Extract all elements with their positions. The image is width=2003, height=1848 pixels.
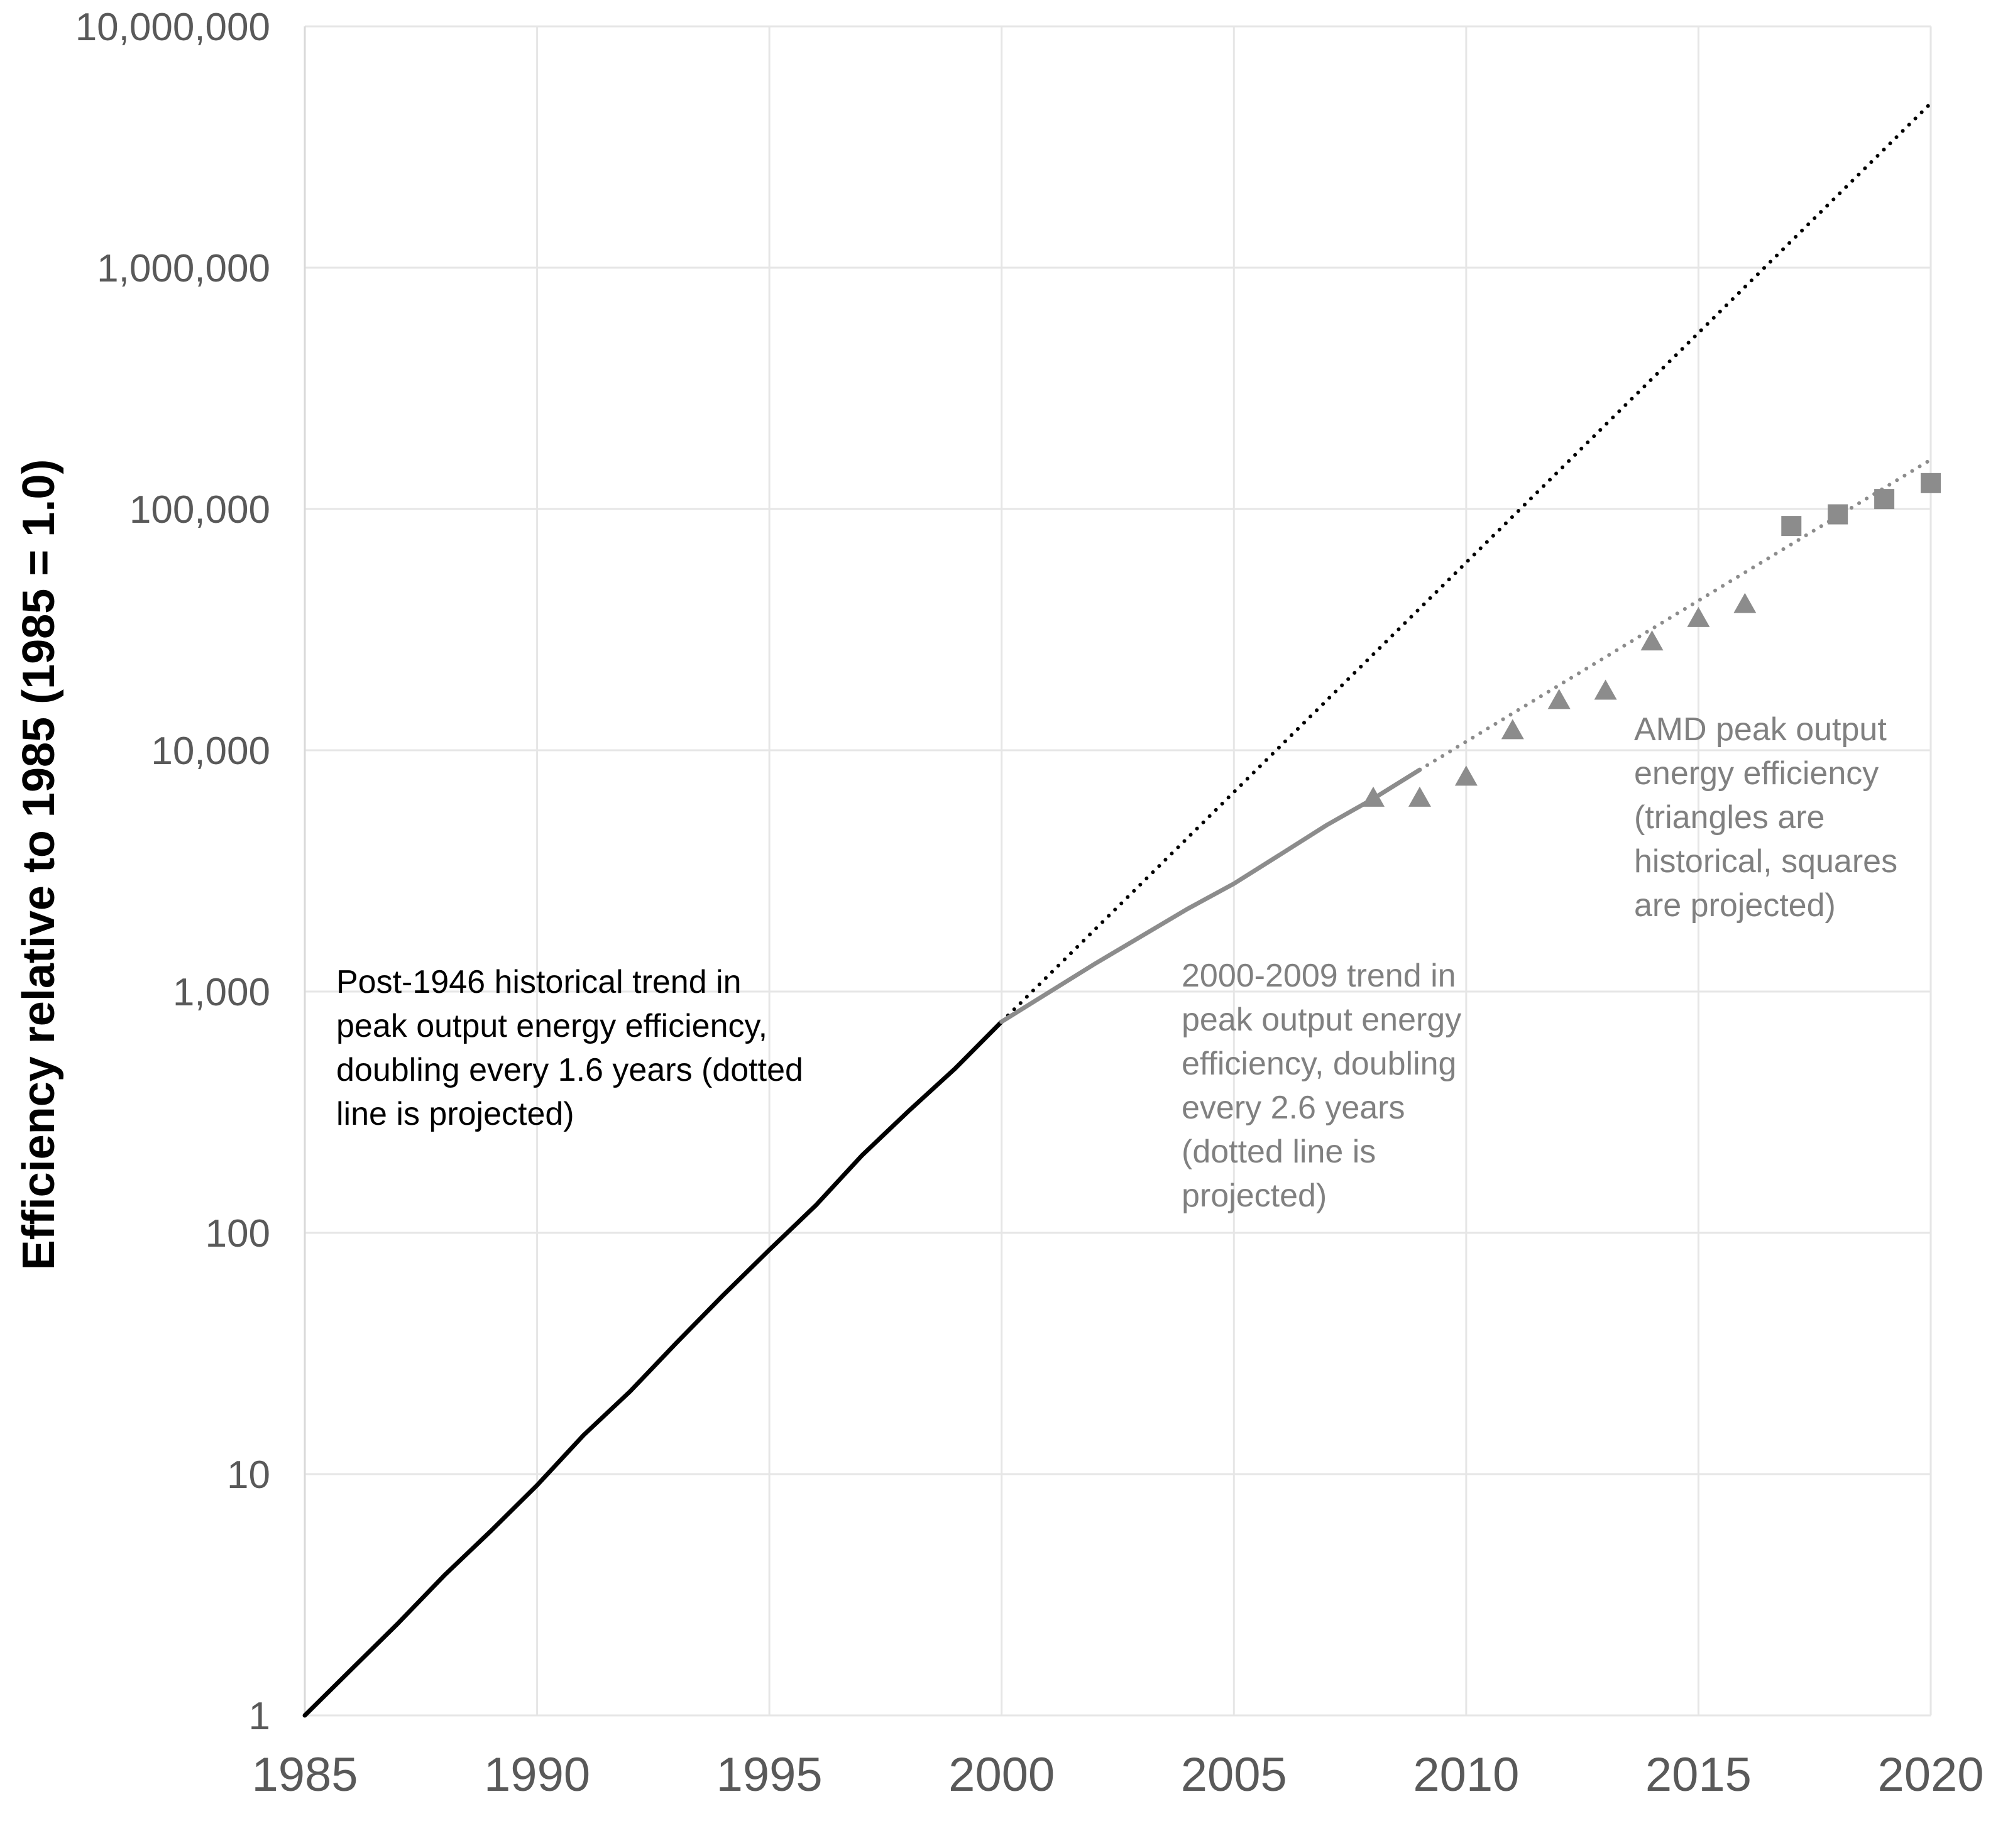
square-point [1921,473,1941,493]
annotation-line: (triangles are [1634,799,1825,836]
x-tick-label: 2020 [1877,1748,1984,1802]
triangle-point [1408,786,1431,807]
triangle-point [1594,679,1617,700]
marker-layer [1362,473,1941,807]
y-tick-label: 1,000 [173,971,270,1014]
triangle-point [1687,606,1710,627]
annotation-line: (dotted line is [1182,1134,1376,1170]
annotation-line: efficiency, doubling [1182,1046,1456,1082]
annotation-line: projected) [1182,1178,1327,1214]
x-tick-label: 1985 [251,1748,358,1802]
annotation-line: Post-1946 historical trend in [336,964,742,1000]
y-axis-label: Efficiency relative to 1985 (1985 = 1.0) [14,459,64,1271]
grid [304,25,1932,1717]
triangle-point [1501,719,1524,740]
x-tick-label: 2000 [948,1748,1055,1802]
square-point [1874,489,1895,510]
square-point [1828,504,1848,525]
x-tick-label: 2015 [1645,1748,1752,1802]
annotations: Post-1946 historical trend in peak output… [336,711,1897,1214]
annotation-line: 2000-2009 trend in [1182,958,1456,994]
annotation-line: historical, squares [1634,843,1897,880]
annotation-line: peak output energy efficiency, [336,1008,767,1044]
y-tick-label: 10,000,000 [75,6,270,49]
y-tick-label: 10,000 [151,730,270,773]
x-tick-label: 1990 [484,1748,590,1802]
annotation-line: line is projected) [336,1096,574,1132]
triangle-point [1640,630,1664,651]
triangle-point [1362,786,1385,807]
annotation-1: 2000-2009 trend in peak output energy effi… [1182,958,1461,1214]
tick-labels: 1985 1990 1995 2000 2005 2010 2015 2020 1 10 100 1,… [75,6,1984,1802]
annotation-0: Post-1946 historical trend in peak output… [336,964,803,1132]
annotation-line: energy efficiency [1634,755,1879,792]
series-0-solid-line [302,1019,1004,1718]
annotation-line: every 2.6 years [1182,1090,1405,1126]
y-tick-label: 10 [227,1453,270,1497]
triangle-point [1733,593,1757,613]
y-tick-label: 100 [206,1212,270,1255]
annotation-line: doubling every 1.6 years (dotted [336,1052,803,1088]
x-tick-label: 2010 [1413,1748,1519,1802]
annotation-line: peak output energy [1182,1002,1461,1038]
y-tick-label: 100,000 [129,488,270,532]
series-1-dotted-line [999,101,1933,1024]
annotation-line: are projected) [1634,887,1836,924]
annotation-line: AMD peak output [1634,711,1887,748]
x-tick-label: 1995 [716,1748,823,1802]
square-point [1781,516,1802,537]
triangle-point [1547,689,1571,709]
y-tick-label: 1 [249,1695,270,1738]
triangle-point [1454,765,1478,786]
y-tick-label: 1,000,000 [97,247,270,290]
annotation-2: AMD peak output energy efficiency (triangl… [1634,711,1897,924]
x-tick-label: 2005 [1181,1748,1287,1802]
